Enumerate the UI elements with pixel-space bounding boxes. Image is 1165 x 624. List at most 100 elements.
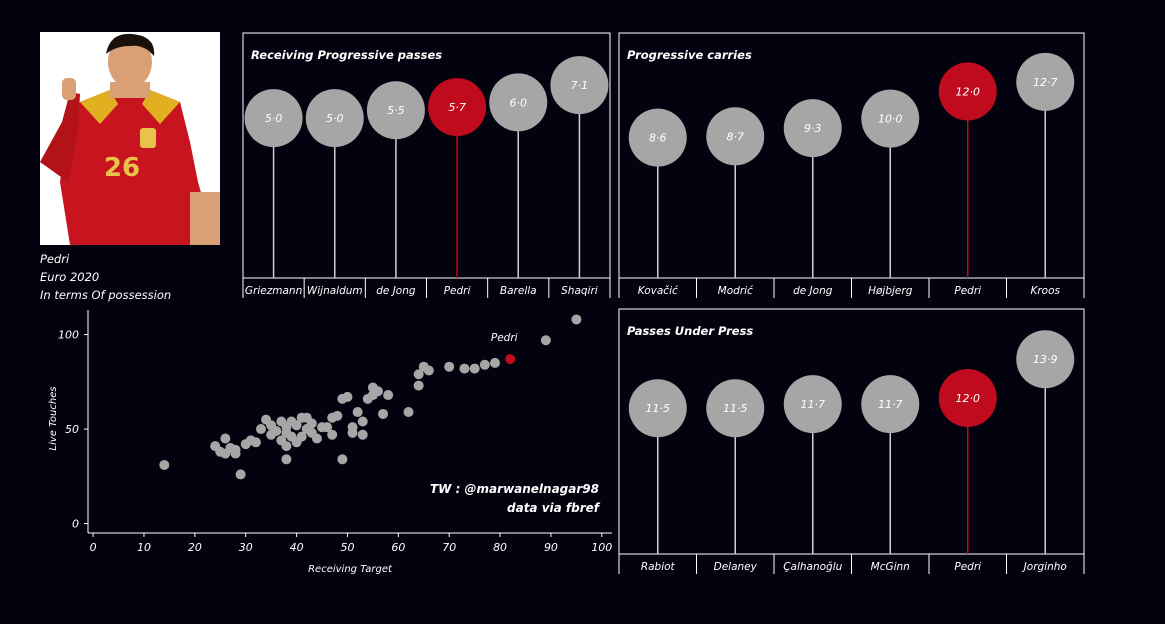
value-label: 11·5 — [723, 402, 748, 415]
category-label: Rabiot — [641, 561, 676, 573]
scatter-point — [271, 425, 282, 436]
scatter-point — [383, 390, 394, 401]
category-label: Kovačić — [638, 285, 679, 297]
scatter-point — [306, 418, 317, 429]
scatter-point — [423, 365, 434, 376]
scatter-point — [469, 363, 480, 374]
category-label: de Jong — [793, 285, 833, 297]
category-label: Jorginho — [1022, 561, 1067, 573]
y-tick-label: 50 — [65, 423, 79, 436]
y-tick-label: 100 — [58, 329, 79, 342]
value-label: 12·0 — [956, 85, 981, 98]
twitter-handle: TW : @marwanelnagar98 — [429, 482, 599, 496]
y-tick-label: 0 — [72, 518, 79, 531]
scatter-point — [347, 422, 358, 433]
category-label: Pedri — [444, 285, 471, 297]
value-label: 8·6 — [649, 132, 667, 145]
player-caption: Pedri Euro 2020 In terms Of possession — [40, 250, 171, 304]
value-label: 13·9 — [1033, 353, 1058, 366]
category-label: Kroos — [1030, 285, 1060, 297]
category-label: de Jong — [376, 285, 416, 297]
lollipop-head — [628, 379, 687, 438]
lollipop-head — [428, 78, 487, 137]
lollipop-head — [783, 99, 842, 158]
x-tick-label: 10 — [137, 541, 151, 554]
credits: TW : @marwanelnagar98 data via fbref — [430, 480, 599, 518]
highlight-point — [505, 354, 516, 365]
scatter-point — [413, 369, 424, 380]
lollipop-head — [244, 89, 303, 148]
scatter-point — [235, 469, 246, 480]
x-tick-label: 30 — [239, 541, 253, 554]
scatter-point — [479, 359, 490, 370]
lollipop-head — [1016, 52, 1075, 111]
value-label: 5·7 — [448, 101, 466, 114]
value-label: 11·5 — [646, 402, 671, 415]
scatter-point — [444, 361, 455, 372]
scatter-point — [489, 357, 500, 368]
scatter-point — [413, 380, 424, 391]
panel-title: Progressive carries — [627, 48, 752, 62]
x-tick-label: 60 — [391, 541, 405, 554]
category-label: Wijnaldum — [307, 285, 363, 297]
data-source: data via fbref — [507, 501, 599, 515]
category-label: Çalhanoğlu — [783, 561, 842, 573]
competition-name: Euro 2020 — [40, 270, 100, 284]
scatter-point — [322, 422, 333, 433]
scatter-point — [281, 454, 292, 465]
scatter-point — [403, 407, 414, 418]
value-label: 9·3 — [804, 122, 822, 135]
lollipop-head — [783, 375, 842, 434]
lollipop-head — [1016, 330, 1075, 389]
scatter-point — [337, 454, 348, 465]
x-tick-label: 40 — [290, 541, 304, 554]
scatter-point — [332, 410, 343, 421]
context-text: In terms Of possession — [40, 288, 172, 302]
x-tick-label: 80 — [493, 541, 507, 554]
scatter-point — [459, 363, 470, 374]
category-label: Højbjerg — [868, 285, 913, 297]
scatter-point — [357, 416, 368, 427]
scatter-point — [357, 429, 368, 440]
x-tick-label: 100 — [591, 541, 612, 554]
lollipop-head — [305, 89, 364, 148]
x-tick-label: 90 — [544, 541, 558, 554]
lollipop-head — [938, 62, 997, 121]
lollipop-head — [366, 81, 425, 140]
x-tick-label: 20 — [188, 541, 202, 554]
scatter-point — [296, 431, 307, 442]
category-label: McGinn — [871, 561, 910, 573]
lollipop-head — [628, 108, 687, 167]
lollipop-head — [706, 379, 765, 438]
category-label: Griezmann — [245, 285, 302, 297]
category-label: Pedri — [954, 285, 981, 297]
y-axis-label: Live Touches — [48, 386, 59, 450]
value-label: 5·5 — [387, 104, 405, 117]
lollipop-head — [550, 56, 609, 115]
category-label: Barella — [500, 285, 537, 297]
scatter-point — [291, 420, 302, 431]
value-label: 10·0 — [878, 113, 903, 126]
scatter-point — [230, 444, 241, 455]
value-label: 12·7 — [1033, 76, 1058, 89]
scatter-point — [342, 391, 353, 402]
scatter-point — [327, 429, 338, 440]
scatter-point — [255, 424, 266, 435]
scatter-point — [378, 408, 389, 419]
panel-title: Receiving Progressive passes — [251, 48, 442, 62]
value-label: 12·0 — [956, 392, 981, 405]
highlight-label: Pedri — [491, 332, 518, 344]
category-label: Modrić — [718, 285, 754, 297]
category-label: Pedri — [954, 561, 981, 573]
scatter-point — [571, 314, 582, 325]
scatter-point — [159, 459, 170, 470]
lollipop-head — [861, 375, 920, 434]
value-label: 11·7 — [878, 398, 903, 411]
x-tick-label: 70 — [442, 541, 456, 554]
player-figure-icon: 26 — [40, 32, 220, 245]
category-label: Delaney — [714, 561, 758, 573]
